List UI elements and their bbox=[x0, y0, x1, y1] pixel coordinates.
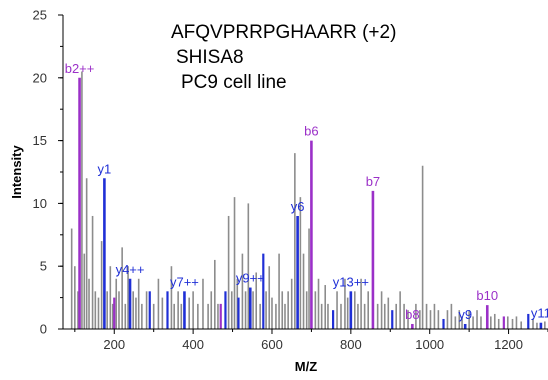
y-tick-label: 5 bbox=[40, 259, 47, 274]
peak-label: b7 bbox=[366, 174, 380, 189]
peak-label: b10 bbox=[476, 288, 498, 303]
y-axis-label: Intensity bbox=[9, 145, 24, 199]
peak-label: y6 bbox=[291, 199, 305, 214]
peak-label: y7++ bbox=[170, 274, 199, 289]
y-tick-label: 10 bbox=[33, 196, 47, 211]
y-tick-label: 15 bbox=[33, 133, 47, 148]
x-tick-label: 1200 bbox=[494, 337, 523, 352]
other-ion-peaks-layer bbox=[113, 253, 530, 329]
peak-label: y9 bbox=[458, 307, 472, 322]
peak-label: y9++ bbox=[236, 271, 265, 286]
peak-labels-layer: b2++ y1 y4++ y7++ y9++ y6 b6 y13++ b7 b8 y9 b10 y11 bbox=[65, 61, 548, 322]
background-peaks-layer bbox=[70, 71, 546, 329]
peak-label: y13++ bbox=[333, 274, 369, 289]
chart-title-gene: SHISA8 bbox=[176, 47, 244, 68]
chart-title-peptide: AFQVPRRPGHAARR (+2) bbox=[171, 22, 396, 43]
x-axis-label: M/Z bbox=[295, 359, 317, 374]
ticks-layer: 0 5 10 15 20 25 200 400 600 800 1000 1200 bbox=[33, 8, 548, 352]
x-tick-label: 1000 bbox=[415, 337, 444, 352]
peak-label: y4++ bbox=[116, 262, 145, 277]
y-tick-label: 0 bbox=[40, 322, 47, 337]
y-tick-label: 25 bbox=[33, 8, 47, 23]
peak-label: b6 bbox=[304, 124, 318, 139]
axes-layer bbox=[62, 15, 548, 330]
peak-label: b8 bbox=[405, 307, 419, 322]
y-tick-label: 20 bbox=[33, 70, 47, 85]
chart-title-cell-line: PC9 cell line bbox=[181, 72, 287, 93]
x-tick-label: 800 bbox=[340, 337, 362, 352]
x-tick-label: 200 bbox=[103, 337, 125, 352]
annotated-peaks-layer bbox=[78, 77, 543, 329]
x-tick-label: 400 bbox=[182, 337, 204, 352]
peak-label: y11 bbox=[531, 306, 548, 321]
x-tick-label: 600 bbox=[261, 337, 283, 352]
peak-label: y1 bbox=[98, 161, 112, 176]
peak-label: b2++ bbox=[65, 61, 95, 76]
